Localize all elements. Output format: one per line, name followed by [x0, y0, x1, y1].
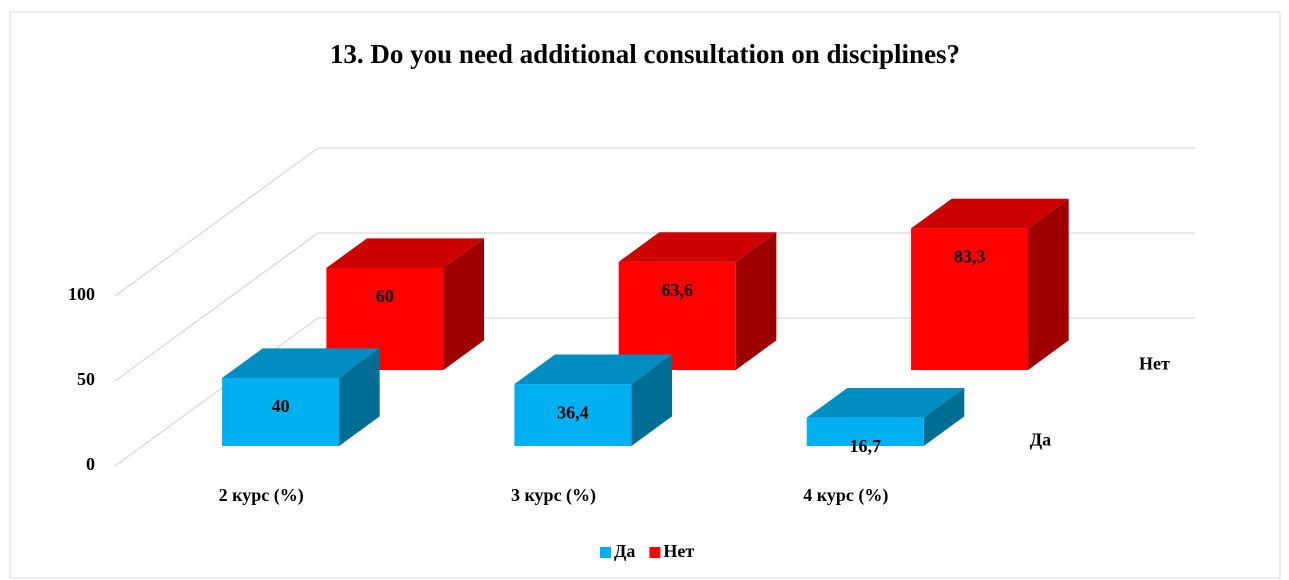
- bar: [222, 348, 380, 447]
- y-tick-label: 0: [86, 454, 95, 474]
- chart-title: 13. Do you need additional consultation …: [330, 39, 960, 69]
- x-tick-label: 3 курс (%): [511, 485, 596, 506]
- bar: [806, 388, 965, 447]
- bar-side: [1028, 198, 1069, 370]
- bar-side: [923, 388, 965, 447]
- x-tick-label: 4 курс (%): [803, 485, 888, 506]
- bar: [911, 198, 1069, 370]
- legend-swatch: [649, 547, 661, 558]
- y-tick-label: 50: [77, 369, 95, 389]
- bar-top: [911, 198, 1069, 229]
- bar-side: [339, 348, 380, 447]
- legend-swatch: [600, 547, 611, 558]
- bar-top: [326, 238, 485, 268]
- value-label: 16,7: [849, 436, 881, 456]
- bar-front: [326, 267, 444, 370]
- bar-front: [911, 228, 1029, 370]
- value-label: 63,6: [661, 280, 693, 300]
- bar: [514, 354, 673, 447]
- bar-top: [222, 348, 380, 379]
- y-tick-label: 100: [68, 284, 95, 304]
- bar-front: [806, 417, 924, 447]
- legend-label: Нет: [663, 541, 694, 561]
- bar: [326, 238, 485, 370]
- bar: [618, 232, 777, 370]
- value-label: 60: [376, 286, 394, 306]
- bar-side: [443, 238, 485, 370]
- legend-label: Да: [614, 541, 635, 561]
- depth-label: Нет: [1139, 353, 1170, 373]
- bar-side: [631, 354, 673, 447]
- grid-line: [114, 232, 1195, 382]
- depth-label: Да: [1030, 429, 1051, 449]
- bar-side: [735, 232, 777, 370]
- bar-front: [222, 378, 340, 447]
- bar-front: [514, 384, 632, 447]
- value-label: 40: [272, 396, 290, 416]
- bar-top: [618, 232, 777, 262]
- bar-top: [514, 354, 673, 385]
- x-tick-label: 2 курс (%): [219, 485, 304, 506]
- grid-line: [114, 147, 1195, 297]
- bar-top: [806, 388, 965, 418]
- bar-front: [618, 261, 736, 370]
- value-label: 36,4: [557, 402, 589, 422]
- value-label: 83,3: [954, 246, 986, 266]
- grid-line: [114, 317, 1195, 467]
